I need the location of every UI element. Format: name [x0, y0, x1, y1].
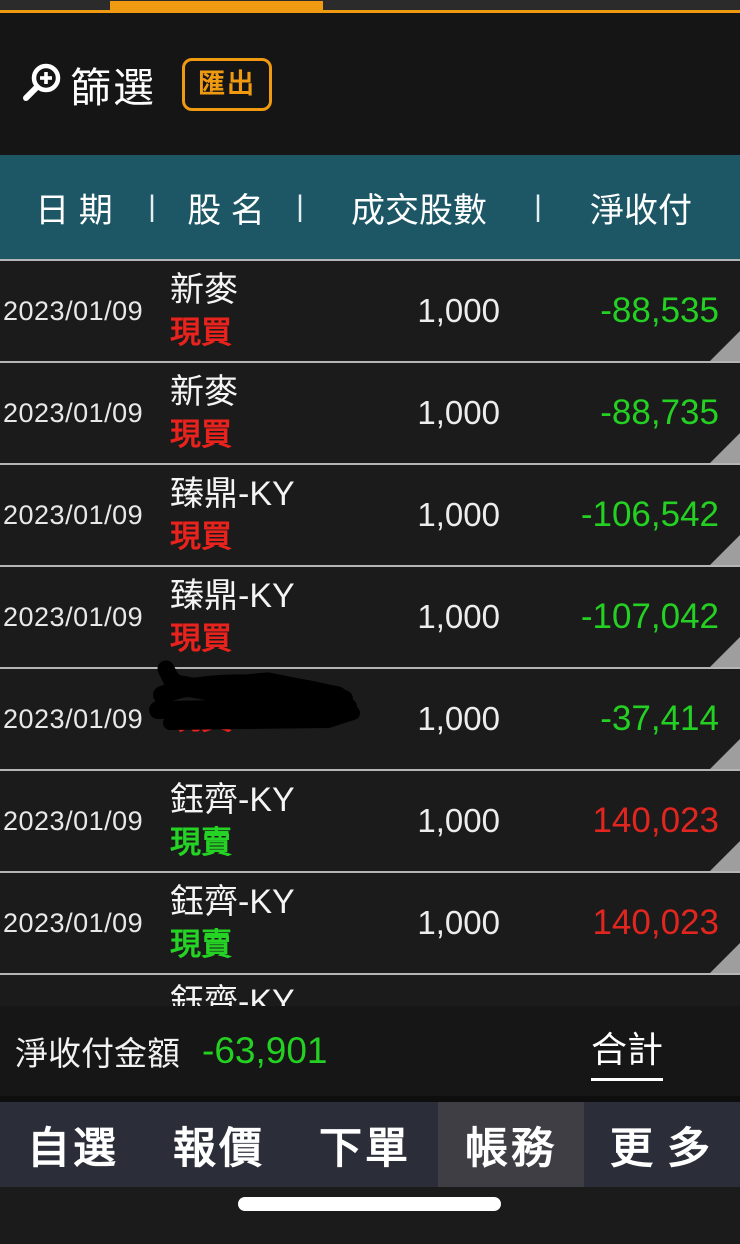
- net-amount: -106,542: [580, 495, 719, 534]
- table-header: 日 期 | 股 名 | 成交股數 | 淨收付: [0, 155, 740, 259]
- trade-date: 2023/01/09: [3, 499, 144, 530]
- stock-name: 臻鼎-KY: [170, 475, 295, 513]
- shares-traded: 1,000: [417, 496, 500, 533]
- net-amount: -107,042: [580, 597, 719, 636]
- stock-name: 新麥: [170, 271, 238, 309]
- transaction-row[interactable]: 2023/01/09 新麥 現買 1,000 -88,535: [0, 259, 740, 361]
- transaction-row[interactable]: 2023/01/09 臻鼎-KY 現買 1,000 -106,542: [0, 463, 740, 565]
- total-link[interactable]: 合計: [590, 1021, 663, 1081]
- bottom-nav: 自選 報價 下單 帳務 更多: [0, 1102, 740, 1187]
- stock-name: 鈺齊-KY: [170, 983, 295, 1006]
- stock-name: 鈺齊-KY: [170, 883, 295, 921]
- column-header-shares: 成交股數: [351, 191, 487, 230]
- zoom-in-icon: [23, 63, 61, 101]
- trade-type: 現賣: [170, 927, 232, 962]
- trade-type: 現賣: [170, 825, 232, 860]
- column-divider: |: [148, 190, 156, 223]
- trade-type: 現買: [170, 621, 232, 656]
- filter-button[interactable]: 篩選: [20, 54, 156, 114]
- shares-traded: 1,000: [417, 292, 500, 329]
- column-header-date: 日 期: [35, 191, 113, 230]
- filter-label: 篩選: [70, 65, 156, 111]
- trade-date: 2023/01/09: [3, 907, 144, 938]
- net-amount: 140,023: [592, 801, 719, 840]
- trade-date: 2023/01/09: [3, 805, 144, 836]
- active-tab-indicator: [110, 1, 323, 13]
- row-corner-fold: [710, 841, 740, 871]
- shares-traded: 1,000: [417, 394, 500, 431]
- trade-date: 2023/01/09: [3, 703, 144, 734]
- transaction-row[interactable]: 2023/01/09 臻鼎-KY 現買 1,000 -107,042: [0, 565, 740, 667]
- summary-bar: 淨收付金額 -63,901 合計: [0, 1006, 740, 1096]
- column-header-stock: 股 名: [187, 191, 265, 230]
- net-amount: 140,023: [592, 903, 719, 942]
- nav-item-more[interactable]: 更多: [610, 1124, 724, 1173]
- shares-traded: 1,000: [417, 700, 500, 737]
- divider: [0, 1096, 740, 1102]
- stock-name: 臻鼎-KY: [170, 577, 295, 615]
- net-amount: -37,414: [600, 699, 719, 738]
- shares-traded: 1,000: [417, 904, 500, 941]
- nav-item-quotes[interactable]: 報價: [173, 1124, 265, 1173]
- net-total-label: 淨收付金額: [15, 1035, 180, 1072]
- net-amount: -88,735: [600, 393, 719, 432]
- column-divider: |: [296, 190, 304, 223]
- transaction-list: 2023/01/09 新麥 現買 1,000 -88,535 2023/01/0…: [0, 259, 740, 1006]
- trade-date: 2023/01/09: [3, 397, 144, 428]
- nav-item-watchlist[interactable]: 自選: [27, 1124, 119, 1173]
- trade-type: 現買: [170, 417, 232, 452]
- trade-date: 2023/01/09: [3, 295, 144, 326]
- home-indicator[interactable]: [238, 1197, 501, 1211]
- net-total-value: -63,901: [202, 1030, 328, 1071]
- transaction-row-partial[interactable]: 鈺齊-KY: [0, 973, 740, 1006]
- top-status-strip: [0, 0, 740, 13]
- column-header-net: 淨收付: [590, 191, 692, 230]
- trade-date: 2023/01/09: [3, 601, 144, 632]
- row-corner-fold: [710, 943, 740, 973]
- trade-type: 現買: [170, 315, 232, 350]
- row-corner-fold: [710, 433, 740, 463]
- trade-type: 現買: [170, 519, 232, 554]
- transaction-row[interactable]: 2023/01/09 鈺齊-KY 現賣 1,000 140,023: [0, 769, 740, 871]
- net-amount: -88,535: [600, 291, 719, 330]
- column-divider: |: [534, 190, 542, 223]
- nav-item-order[interactable]: 下單: [319, 1124, 411, 1173]
- transaction-row[interactable]: 2023/01/09 新麥 現買 1,000 -88,735: [0, 361, 740, 463]
- shares-traded: 1,000: [417, 802, 500, 839]
- transaction-row[interactable]: 2023/01/09 現買 1,000 -37,414: [0, 660, 740, 769]
- export-button[interactable]: 匯出: [182, 57, 272, 111]
- app-header: 篩選 匯出: [0, 13, 740, 155]
- stock-name: 鈺齊-KY: [170, 781, 295, 819]
- nav-item-accounting[interactable]: 帳務: [438, 1102, 584, 1187]
- row-corner-fold: [710, 637, 740, 667]
- row-corner-fold: [710, 535, 740, 565]
- row-corner-fold: [710, 739, 740, 769]
- trade-type: 現買: [170, 701, 232, 736]
- bottom-safe-area: [0, 1187, 740, 1241]
- shares-traded: 1,000: [417, 598, 500, 635]
- transaction-row[interactable]: 2023/01/09 鈺齊-KY 現賣 1,000 140,023: [0, 871, 740, 973]
- row-corner-fold: [710, 331, 740, 361]
- stock-name: 新麥: [170, 373, 238, 411]
